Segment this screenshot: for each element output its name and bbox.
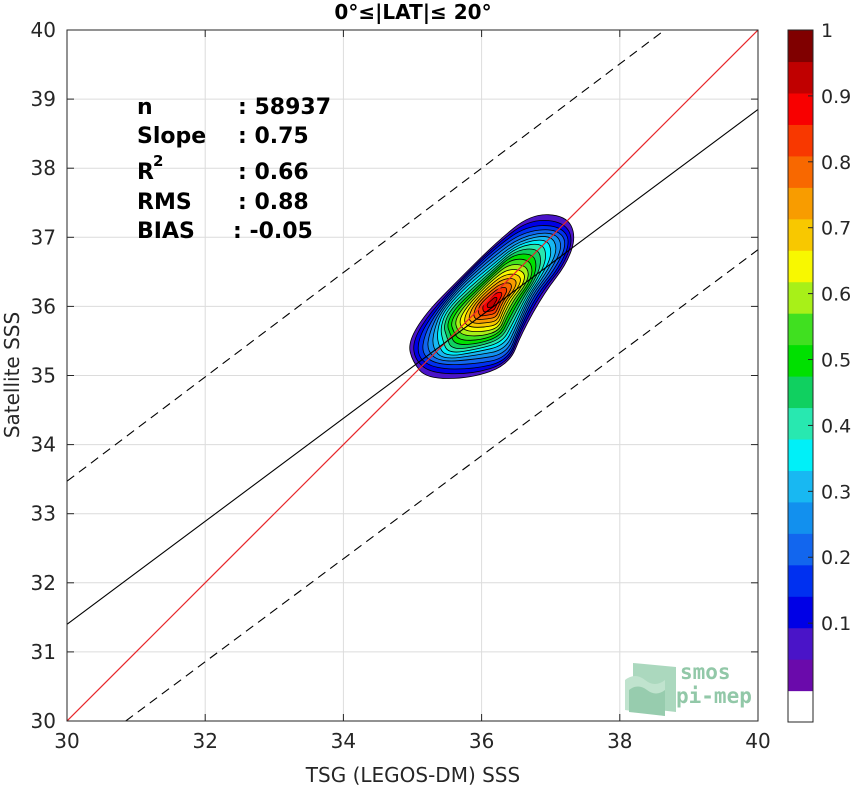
colorbar-tick-label: 0.6 — [821, 284, 851, 306]
colorbar-tick-label: 0.5 — [821, 350, 851, 372]
colorbar-swatch — [788, 281, 813, 314]
x-tick-label: 32 — [192, 729, 217, 753]
y-tick-label: 30 — [31, 709, 56, 733]
colorbar-swatch — [788, 501, 813, 534]
grid — [66, 29, 759, 722]
y-tick-label: 34 — [31, 433, 56, 457]
stat-value-r2: : 0.66 — [238, 160, 309, 185]
y-tick-label: 37 — [31, 225, 56, 249]
colorbar-tick-label: 0.8 — [821, 152, 851, 174]
x-tick-label: 36 — [469, 729, 494, 753]
colorbar-swatch — [788, 533, 813, 566]
x-tick-label: 40 — [745, 729, 770, 753]
lower-bound-dashed-line — [125, 249, 758, 721]
colorbar-swatch — [788, 407, 813, 440]
stat-label-rms: RMS — [137, 190, 192, 215]
y-axis-label: Satellite SSS — [0, 312, 24, 438]
colorbar-swatch — [788, 344, 813, 377]
colorbar-tick-label: 0.1 — [821, 613, 851, 635]
logo-text-smos: smos — [680, 660, 731, 684]
colorbar-swatch — [788, 250, 813, 283]
colorbar-swatch — [788, 470, 813, 503]
stat-value-bias: : -0.05 — [233, 219, 313, 244]
x-tick-label: 38 — [607, 729, 632, 753]
y-tick-label: 39 — [31, 87, 56, 111]
regression-line — [67, 109, 758, 625]
colorbar-swatch — [788, 124, 813, 157]
stat-label-slope: Slope — [137, 124, 206, 149]
colorbar-ticks: 0.1 0.2 0.3 0.4 0.5 0.6 0.7 0.8 0.9 1 — [808, 20, 851, 635]
y-axis-ticks: 30 31 32 33 34 35 36 37 38 39 40 — [31, 18, 758, 733]
colorbar-swatch — [788, 218, 813, 251]
colorbar-swatch — [788, 187, 813, 220]
colorbar-swatch — [788, 438, 813, 471]
colorbar-tick-label: 0.7 — [821, 218, 851, 240]
x-tick-label: 34 — [331, 729, 356, 753]
colorbar-swatch — [788, 690, 813, 723]
stat-value-n: : 58937 — [238, 95, 331, 120]
logo-waves-icon — [625, 663, 676, 716]
x-axis-label: TSG (LEGOS-DM) SSS — [305, 763, 520, 787]
y-tick-label: 36 — [31, 294, 56, 318]
colorbar-swatch — [788, 61, 813, 94]
upper-bound-dashed-line — [67, 30, 666, 482]
stat-value-slope: : 0.75 — [238, 124, 309, 149]
colorbar-tick-label: 0.3 — [821, 481, 851, 503]
stat-label-n: n — [137, 95, 153, 120]
x-tick-label: 30 — [54, 729, 79, 753]
colorbar-tick-label: 1 — [821, 20, 833, 42]
colorbar-swatch — [788, 376, 813, 409]
stat-label-r2-superscript: 2 — [153, 152, 163, 170]
colorbar-swatch — [788, 155, 813, 188]
colorbar-swatch — [788, 313, 813, 346]
x-axis-ticks: 30 32 34 36 38 40 — [54, 30, 771, 753]
chart-title: 0°≤|LAT|≤ 20° — [334, 0, 491, 24]
colorbar-swatch — [788, 92, 813, 125]
colorbar-swatch — [788, 659, 813, 692]
y-tick-label: 38 — [31, 156, 56, 180]
y-tick-label: 31 — [31, 640, 56, 664]
colorbar — [788, 30, 813, 723]
colorbar-frame — [787, 29, 814, 723]
stat-label-bias: BIAS — [137, 219, 195, 244]
colorbar-swatch — [788, 30, 813, 63]
colorbar-swatch — [788, 564, 813, 597]
smos-pi-mep-logo: smos pi-mep — [625, 660, 752, 716]
stats-box: n : 58937 Slope : 0.75 R 2 : 0.66 RMS : … — [137, 95, 331, 244]
stat-label-r2: R — [137, 160, 154, 185]
y-tick-label: 32 — [31, 571, 56, 595]
y-tick-label: 40 — [31, 18, 56, 42]
one-to-one-line — [67, 30, 758, 721]
logo-text-pi-mep: pi-mep — [676, 684, 752, 708]
colorbar-tick-label: 0.2 — [821, 547, 851, 569]
y-tick-label: 35 — [31, 364, 56, 388]
y-tick-label: 33 — [31, 502, 56, 526]
stat-value-rms: : 0.88 — [238, 190, 309, 215]
colorbar-tick-label: 0.4 — [821, 415, 851, 437]
colorbar-swatch — [788, 627, 813, 660]
colorbar-tick-label: 0.9 — [821, 86, 851, 108]
